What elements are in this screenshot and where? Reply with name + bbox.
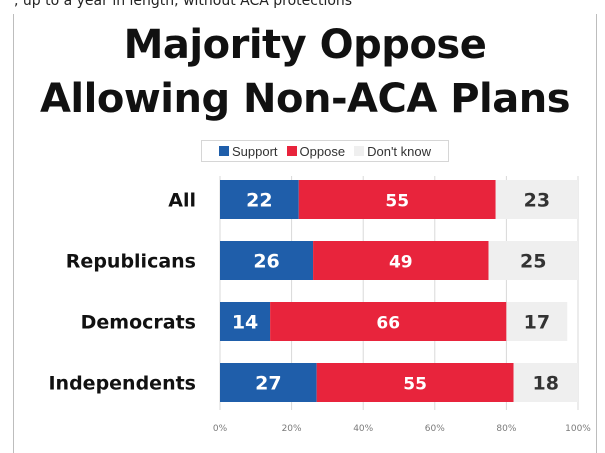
data-label-oppose: 55 xyxy=(385,192,409,212)
chart-title-line-1: Majority Oppose xyxy=(123,22,487,68)
frame-border-right xyxy=(596,14,597,453)
category-label: Independents xyxy=(48,373,196,395)
bar-segment-oppose xyxy=(298,180,496,219)
legend-swatch-oppose xyxy=(286,146,297,156)
legend-label-dont-know: Don't know xyxy=(367,143,431,159)
bar-segment-don-t-know xyxy=(513,363,578,402)
x-tick-label: 20% xyxy=(282,424,302,434)
legend-item-oppose: Oppose xyxy=(286,143,346,159)
data-label-don-t-know: 18 xyxy=(533,373,559,395)
category-label: All xyxy=(168,190,196,212)
bar-segment-support xyxy=(220,241,314,280)
bar-segment-support xyxy=(220,363,317,402)
data-label-support: 26 xyxy=(253,251,279,273)
bar-segment-oppose xyxy=(316,363,514,402)
data-label-don-t-know: 23 xyxy=(524,190,550,212)
bar-segment-oppose xyxy=(270,302,507,341)
x-tick-label: 0% xyxy=(213,424,228,434)
data-label-oppose: 49 xyxy=(389,253,413,273)
bar-segment-don-t-know xyxy=(495,180,578,219)
data-label-support: 14 xyxy=(232,312,258,334)
x-tick-label: 80% xyxy=(496,424,516,434)
bar-segment-support xyxy=(220,302,271,341)
legend-item-dont-know: Don't know xyxy=(354,144,431,159)
cropped-caption: , up to a year in length, without ACA pr… xyxy=(14,0,353,9)
data-label-support: 27 xyxy=(255,373,281,395)
data-label-don-t-know: 25 xyxy=(520,251,546,273)
data-label-oppose: 55 xyxy=(403,375,427,395)
legend-label-oppose: Oppose xyxy=(299,143,346,159)
x-tick-label: 40% xyxy=(353,424,373,434)
x-tick-label: 60% xyxy=(425,424,445,434)
category-label: Republicans xyxy=(66,251,196,273)
legend-swatch-support xyxy=(219,146,229,156)
chart-title-line-2: Allowing Non-ACA Plans xyxy=(39,76,571,122)
data-label-support: 22 xyxy=(246,190,272,212)
bar-segment-don-t-know xyxy=(488,241,578,280)
bar-segment-don-t-know xyxy=(506,302,568,341)
data-label-don-t-know: 17 xyxy=(524,312,550,334)
chart-legend: Support Oppose Don't know xyxy=(201,140,449,162)
bar-segment-oppose xyxy=(313,241,489,280)
legend-item-support: Support xyxy=(219,144,278,159)
legend-swatch-dont-know xyxy=(354,146,365,156)
cropped-text-strip: , up to a year in length, without ACA pr… xyxy=(0,0,605,16)
category-label: Democrats xyxy=(81,312,196,334)
data-label-oppose: 66 xyxy=(376,314,400,334)
frame-border-left xyxy=(13,14,14,453)
bar-segment-support xyxy=(220,180,299,219)
legend-label-support: Support xyxy=(232,143,278,159)
x-tick-label: 100% xyxy=(565,424,591,434)
